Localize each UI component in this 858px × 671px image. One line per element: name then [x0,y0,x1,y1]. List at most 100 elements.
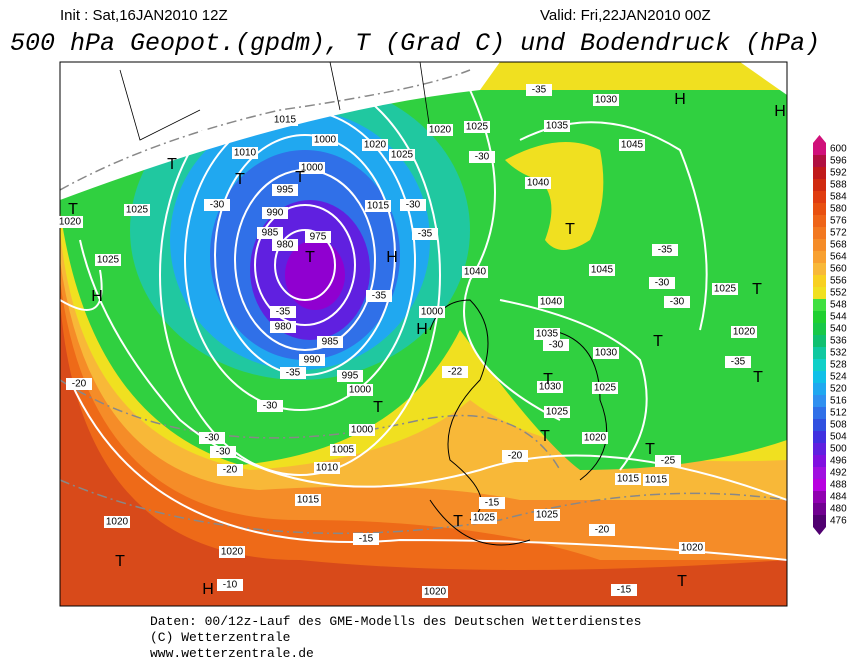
scale-cell [813,443,826,455]
isobar-label: 1025 [466,122,489,133]
pressure-center: H [774,103,786,120]
scale-cell [813,455,826,467]
isobar-label: 1000 [314,135,337,146]
scale-label: 560 [830,264,847,275]
isobar-label: 1000 [421,307,444,318]
pressure-center: T [373,399,383,416]
label-box [337,370,363,382]
label-box [664,296,690,308]
scale-cell [813,479,826,491]
label-box [295,494,321,506]
scale-label: 568 [830,240,847,251]
label-box [582,432,608,444]
isobar-label: 1025 [473,513,496,524]
label-box [272,114,298,126]
temperature-label: -15 [359,534,374,545]
scale-cell [813,395,826,407]
isobar-label: 1045 [591,265,614,276]
temperature-label: -25 [661,456,676,467]
label-box [57,216,83,228]
isobar-label: 1000 [301,163,324,174]
label-box [442,366,468,378]
scale-label: 520 [830,384,847,395]
isobar-label: 1025 [594,383,617,394]
isobar-label: 1015 [274,115,297,126]
isobar-label: 1000 [349,385,372,396]
footer-line: (C) Wetterzentrale [150,630,290,645]
scale-cell [813,431,826,443]
pressure-center: T [753,369,763,386]
scale-cell [813,275,826,287]
isobar-label: 1020 [584,433,607,444]
footer-line: Daten: 00/12z-Lauf des GME-Modells des D… [150,614,641,629]
scale-label: 532 [830,348,847,359]
temperature-label: -30 [210,200,225,211]
label-box [712,283,738,295]
label-box [538,296,564,308]
isobar-label: 1035 [546,121,569,132]
isobar-label: 1005 [332,445,355,456]
scale-label: 576 [830,216,847,227]
map-frame [59,61,788,607]
isobar-label: 995 [277,185,294,196]
isobar-label: 1015 [297,495,320,506]
label-box [317,336,343,348]
label-box [104,516,130,528]
scale-label: 512 [830,408,847,419]
label-box [400,199,426,211]
label-box [679,542,705,554]
map-labels: 1015101010001000995990985980975980985990… [57,84,786,598]
scale-cell [813,383,826,395]
pressure-center: H [386,249,398,266]
label-box [305,231,331,243]
pressure-center: T [645,441,655,458]
label-box [525,177,551,189]
scale-label: 572 [830,228,847,239]
isobar-label: 1020 [429,125,452,136]
scale-cell [813,359,826,371]
isobar-label: 1020 [106,517,129,528]
isobar-label: 1040 [527,178,550,189]
scale-cell [813,299,826,311]
label-box [464,121,490,133]
label-box [353,533,379,545]
scale-label: 476 [830,516,847,527]
scale-label: 504 [830,432,847,443]
scale-label: 596 [830,156,847,167]
label-box [593,347,619,359]
pressure-center: T [677,573,687,590]
isobar-label: 1040 [540,297,563,308]
temperature-label: -30 [670,297,685,308]
label-box [270,306,296,318]
scale-arrow [813,135,826,143]
scale-cell [813,167,826,179]
map-title: 500 hPa Geopot.(gpdm), T (Grad C) und Bo… [10,29,820,58]
isobar-label: 1025 [546,407,569,418]
label-box [643,474,669,486]
isobar-label: 1025 [126,205,149,216]
temperature-label: -35 [658,245,673,256]
isobar-label: 1020 [733,327,756,338]
isobar-label: 995 [342,371,359,382]
pressure-center: T [167,156,177,173]
scale-label: 600 [830,144,847,155]
label-box [262,207,288,219]
scale-label: 564 [830,252,847,263]
isobar-label: 1020 [59,217,82,228]
label-box [725,356,751,368]
color-scale: 6005965925885845805765725685645605565525… [813,135,847,535]
scale-label: 588 [830,180,847,191]
scale-label: 528 [830,360,847,371]
label-box [330,444,356,456]
temperature-label: -30 [263,401,278,412]
scale-cell [813,347,826,359]
pressure-center: H [674,91,686,108]
label-box [280,367,306,379]
temperature-label: -20 [223,465,238,476]
isobar-label: 980 [277,240,294,251]
label-box [217,579,243,591]
pressure-center: T [235,171,245,188]
label-box [731,326,757,338]
label-box [219,546,245,558]
pressure-center: T [653,333,663,350]
